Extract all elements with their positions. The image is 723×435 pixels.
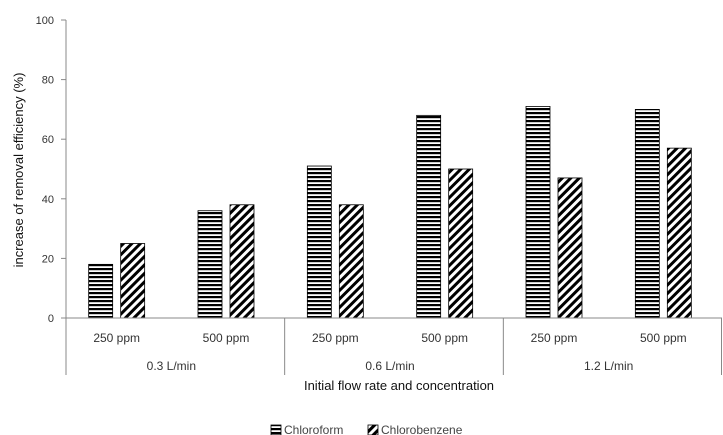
legend: Chloroform Chlorobenzene [270,423,463,435]
y-tick-label: 60 [42,134,54,146]
bar-chlorobenzene-3 [448,168,474,319]
legend-label-chloroform: Chloroform [284,423,343,435]
x-category-label: 500 ppm [421,331,468,345]
y-tick-label: 80 [42,75,54,87]
bar-chloroform-2 [306,165,332,319]
legend-swatch-chloroform [270,424,282,435]
y-axis: 0 20 40 60 80 100 [36,15,67,325]
y-tick-label: 20 [42,253,54,265]
x-category-label: 250 ppm [531,331,578,345]
bars-layer [88,106,692,319]
x-axis-title: Initial flow rate and concentration [304,378,494,393]
x-category-label: 500 ppm [203,331,250,345]
x-category-label: 500 ppm [640,331,687,345]
bar-chloroform-5 [634,109,660,319]
y-axis-title: increase of removal efficiency (%) [11,73,26,268]
y-tick-label: 0 [48,313,54,325]
x-group-label: 1.2 L/min [584,359,633,373]
legend-label-chlorobenzene: Chlorobenzene [381,423,463,435]
bar-chlorobenzene-1 [229,204,255,319]
bar-chlorobenzene-5 [666,147,692,319]
bar-chloroform-1 [197,210,223,319]
bar-chlorobenzene-0 [120,243,146,319]
bar-chloroform-3 [416,114,442,319]
bar-chlorobenzene-4 [557,177,583,319]
x-category-label: 250 ppm [93,331,140,345]
bar-chlorobenzene-2 [338,204,364,319]
x-axis: 250 ppm 500 ppm 250 ppm 500 ppm 250 ppm 500 p… [65,317,722,375]
x-group-label: 0.3 L/min [147,359,196,373]
y-tick-label: 40 [42,194,54,206]
legend-swatch-chlorobenzene [367,424,379,435]
bar-chloroform-0 [88,263,114,319]
bar-chloroform-4 [525,106,551,319]
x-category-label: 250 ppm [312,331,359,345]
y-tick-label: 100 [36,15,54,27]
x-group-label: 0.6 L/min [365,359,414,373]
